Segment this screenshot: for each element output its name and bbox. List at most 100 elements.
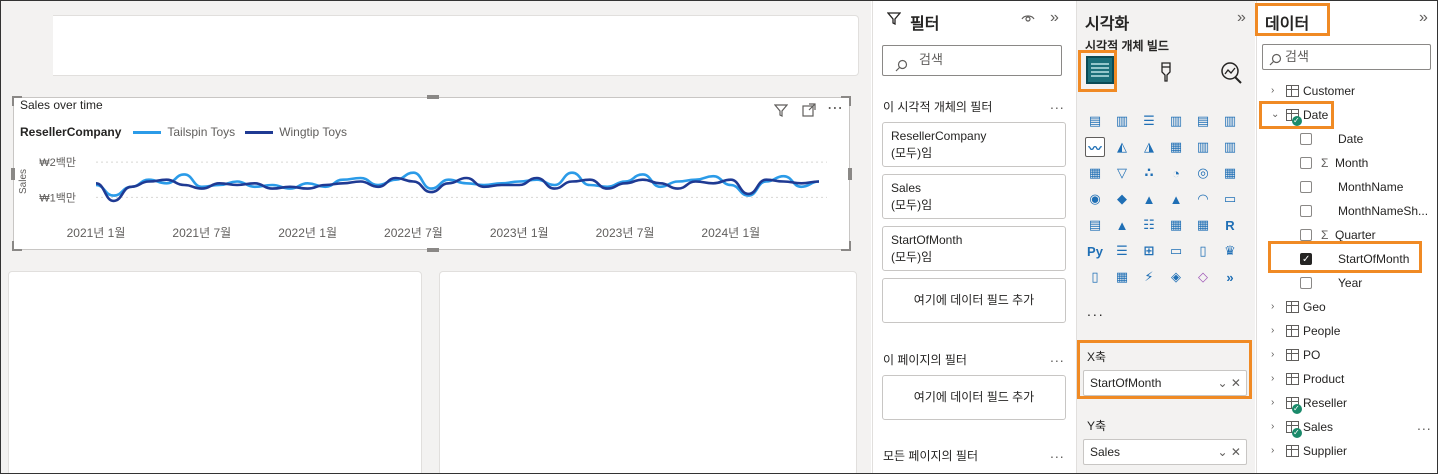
qa-icon[interactable]: ▭ xyxy=(1169,243,1183,258)
resize-handle-bottom[interactable] xyxy=(427,248,439,252)
sales-more-options[interactable]: ... xyxy=(1417,417,1432,433)
field-item-startofmonth[interactable]: StartOfMonth xyxy=(1257,247,1437,272)
collapse-viz-icon[interactable]: » xyxy=(1237,9,1246,26)
stacked-bar-chart-icon[interactable]: ▤ xyxy=(1088,113,1102,128)
add-visual-filter-field[interactable]: 여기에 데이터 필드 추가 xyxy=(882,278,1066,323)
stacked-column-chart-icon[interactable]: ▥ xyxy=(1115,113,1129,128)
multi-row-card-icon[interactable]: ▤ xyxy=(1088,217,1102,232)
line-clustered-column-chart-icon[interactable]: ▥ xyxy=(1196,139,1210,154)
key-influencers-icon[interactable]: ☰ xyxy=(1116,243,1128,258)
chevron-right-icon[interactable]: › xyxy=(1271,301,1275,312)
chevron-right-icon[interactable]: › xyxy=(1271,397,1275,408)
bottom-left-card[interactable] xyxy=(8,271,422,474)
add-page-filter-field[interactable]: 여기에 데이터 필드 추가 xyxy=(882,375,1066,420)
stacked-area-chart-icon[interactable]: ◮ xyxy=(1144,139,1154,154)
table-item-customer[interactable]: › Customer xyxy=(1257,79,1437,103)
chevron-right-icon[interactable]: › xyxy=(1271,445,1275,456)
table-item-sales[interactable]: › Sales xyxy=(1257,415,1437,445)
table-item-po[interactable]: › PO xyxy=(1257,343,1437,367)
scatter-chart-icon[interactable]: ∴ xyxy=(1144,165,1154,180)
funnel-icon[interactable]: ▽ xyxy=(1117,165,1127,180)
azure-map-icon[interactable]: ▲ xyxy=(1169,191,1183,207)
chevron-visual-icon[interactable]: » xyxy=(1226,269,1234,285)
field-item-date[interactable]: Date xyxy=(1257,127,1437,151)
build-visual-tab-icon[interactable] xyxy=(1086,56,1114,84)
analytics-tab-icon[interactable] xyxy=(1219,61,1243,88)
pie-chart-icon[interactable]: ◔ xyxy=(1172,165,1180,181)
bottom-right-card[interactable] xyxy=(439,271,857,474)
chevron-down-icon[interactable]: ⌄ xyxy=(1271,109,1280,120)
collapse-data-icon[interactable]: » xyxy=(1419,9,1428,26)
filter-card-startofmonth[interactable]: StartOfMonth (모두)임 xyxy=(882,226,1066,271)
field-checkbox[interactable] xyxy=(1300,229,1312,241)
matrix-icon[interactable]: ▦ xyxy=(1196,217,1210,232)
field-checkbox[interactable] xyxy=(1300,133,1312,145)
field-item-year[interactable]: Year xyxy=(1257,271,1437,295)
chevron-right-icon[interactable]: › xyxy=(1271,349,1275,360)
focus-mode-icon[interactable] xyxy=(802,103,816,120)
gauge-icon[interactable]: ◠ xyxy=(1198,191,1208,206)
narrative-icon[interactable]: ▯ xyxy=(1199,243,1207,258)
field-checkbox[interactable] xyxy=(1300,277,1312,289)
field-item-monthnamesh[interactable]: MonthNameSh... xyxy=(1257,199,1437,223)
paginated-report-icon[interactable]: ▯ xyxy=(1091,269,1099,284)
python-visual-icon[interactable]: Py xyxy=(1087,243,1103,259)
yaxis-field-controls[interactable]: ⌄ ✕ xyxy=(1217,445,1241,459)
page-filters-more[interactable]: ... xyxy=(1050,349,1065,365)
table-item-product[interactable]: › Product xyxy=(1257,367,1437,391)
table-item-date[interactable]: ⌄ Date xyxy=(1257,103,1437,133)
resize-handle-top[interactable] xyxy=(427,95,439,99)
resize-handle-left[interactable] xyxy=(11,168,15,180)
visual-filters-more[interactable]: ... xyxy=(1050,96,1065,112)
card-icon[interactable]: ▭ xyxy=(1223,191,1237,206)
filter-search-input[interactable]: 검색 xyxy=(882,45,1062,76)
field-item-quarter[interactable]: Σ Quarter xyxy=(1257,223,1437,247)
yaxis-field-well[interactable]: Sales ⌄ ✕ xyxy=(1083,439,1247,465)
slicer-icon[interactable]: ☷ xyxy=(1143,217,1155,232)
map-icon[interactable]: ◉ xyxy=(1089,191,1101,206)
table-item-supplier[interactable]: › Supplier xyxy=(1257,439,1437,463)
all-pages-filters-more[interactable]: ... xyxy=(1050,445,1065,461)
chevron-right-icon[interactable]: › xyxy=(1271,325,1275,336)
shape-map-icon[interactable]: ▲ xyxy=(1142,191,1156,207)
xaxis-field-well[interactable]: StartOfMonth ⌄ ✕ xyxy=(1083,370,1247,396)
field-checkbox[interactable] xyxy=(1300,205,1312,217)
treemap-icon[interactable]: ▦ xyxy=(1223,165,1237,180)
donut-chart-icon[interactable]: ◎ xyxy=(1197,165,1209,180)
top-card[interactable] xyxy=(53,15,859,76)
diamond-icon[interactable]: ◇ xyxy=(1198,269,1208,284)
field-checkbox[interactable] xyxy=(1300,157,1312,169)
chevron-right-icon[interactable]: › xyxy=(1271,373,1275,384)
eye-icon[interactable] xyxy=(1021,11,1035,28)
ribbon-chart-icon[interactable]: ▥ xyxy=(1223,139,1237,154)
field-checkbox[interactable] xyxy=(1300,248,1312,272)
table-item-people[interactable]: › People xyxy=(1257,319,1437,343)
resize-handle-tr[interactable] xyxy=(841,96,851,106)
filter-card-resellercompany[interactable]: ResellerCompany (모두)임 xyxy=(882,122,1066,167)
data-search-input[interactable]: 검색 xyxy=(1262,44,1431,70)
xaxis-field-controls[interactable]: ⌄ ✕ xyxy=(1217,376,1241,390)
more-visuals-button[interactable]: ... xyxy=(1087,303,1105,319)
clustered-bar-chart-icon[interactable]: ☰ xyxy=(1143,113,1155,128)
format-visual-tab-icon[interactable] xyxy=(1156,61,1178,86)
chevron-right-icon[interactable]: › xyxy=(1271,421,1275,432)
power-apps-icon[interactable]: ▦ xyxy=(1115,269,1129,284)
line-chart-visual[interactable]: Sales over time ResellerCompany Tailspin… xyxy=(11,95,852,252)
metrics-icon[interactable]: ◈ xyxy=(1171,269,1181,284)
field-item-monthname[interactable]: MonthName xyxy=(1257,175,1437,199)
filter-card-sales[interactable]: Sales (모두)임 xyxy=(882,174,1066,219)
power-automate-icon[interactable]: ⚡ xyxy=(1144,269,1154,284)
table-icon[interactable]: ▦ xyxy=(1169,217,1183,232)
clustered-column-chart-icon[interactable]: ▥ xyxy=(1169,113,1183,128)
area-chart-icon[interactable]: ◭ xyxy=(1117,139,1127,154)
collapse-filter-icon[interactable]: » xyxy=(1050,9,1059,26)
table-item-geo[interactable]: › Geo xyxy=(1257,295,1437,319)
kpi-icon[interactable]: ▲ xyxy=(1115,217,1129,233)
resize-handle-bl[interactable] xyxy=(12,241,22,251)
100-stacked-column-chart-icon[interactable]: ▥ xyxy=(1223,113,1237,128)
field-checkbox[interactable] xyxy=(1300,181,1312,193)
100-stacked-bar-chart-icon[interactable]: ▤ xyxy=(1196,113,1210,128)
table-item-reseller[interactable]: › Reseller xyxy=(1257,391,1437,421)
resize-handle-tl[interactable] xyxy=(12,96,22,106)
visual-filter-icon[interactable] xyxy=(773,103,789,120)
